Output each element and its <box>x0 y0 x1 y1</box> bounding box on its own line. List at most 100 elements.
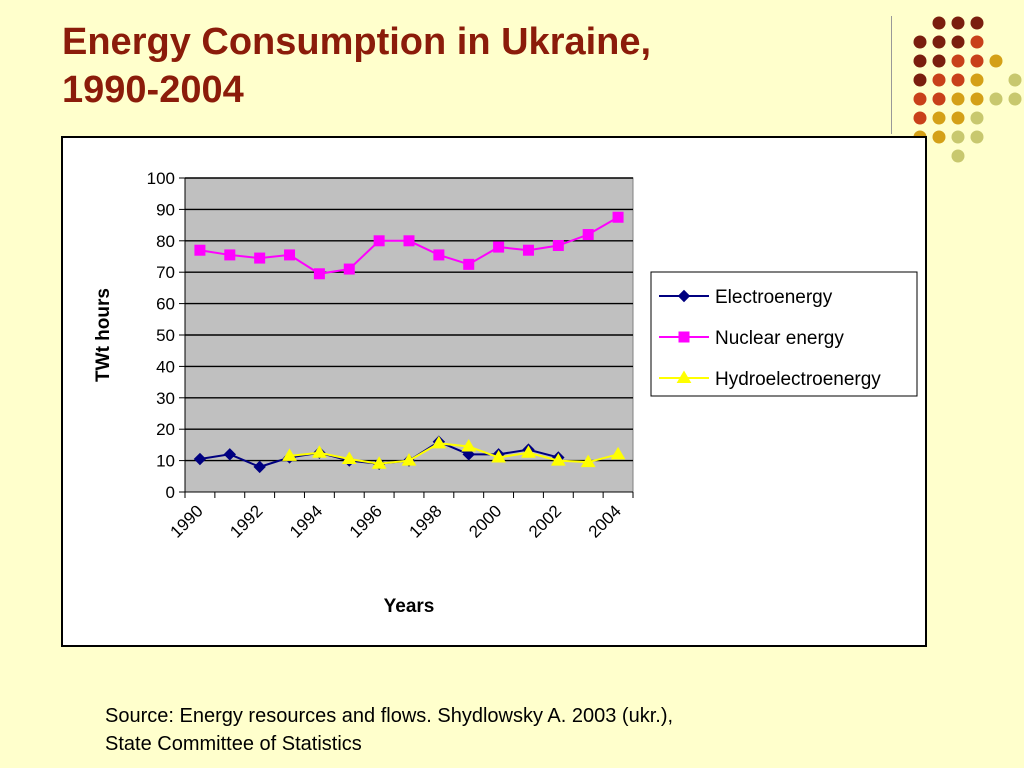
decor-dot <box>970 54 984 68</box>
data-point <box>224 249 236 261</box>
data-point <box>580 454 596 468</box>
decor-dot <box>913 54 927 68</box>
decor-dot <box>913 35 927 49</box>
x-tick-label: 1996 <box>346 501 386 541</box>
data-point <box>403 235 415 247</box>
data-point <box>193 452 207 466</box>
decor-dot <box>951 111 965 125</box>
line-chart: 0 10 20 30 40 50 60 70 80 90 100 1990 1992 1994 1996 19… <box>93 169 918 617</box>
data-point <box>610 446 626 460</box>
y-tick-label: 20 <box>156 420 175 439</box>
data-point <box>493 241 505 253</box>
chart-frame: 0 10 20 30 40 50 60 70 80 90 100 1990 1992 1994 1996 19… <box>61 136 927 647</box>
data-point <box>401 453 417 466</box>
y-axis-title: TWt hours <box>93 288 114 382</box>
data-point <box>677 289 691 303</box>
legend-box <box>650 271 918 397</box>
decor-dot <box>989 92 1003 106</box>
y-tick-label: 90 <box>156 200 175 219</box>
y-tick-label: 30 <box>156 389 175 408</box>
x-tick-label: 1990 <box>167 501 207 541</box>
axes <box>179 177 634 498</box>
data-point <box>313 268 325 280</box>
y-tick-label: 0 <box>166 483 175 502</box>
legend: Electroenergy Nuclear energy Hydroelectroe… <box>650 271 918 397</box>
data-point <box>373 235 385 247</box>
decor-dot <box>970 111 984 125</box>
decor-dot <box>932 92 946 106</box>
y-tick-label: 70 <box>156 263 175 282</box>
decor-dot <box>951 92 965 106</box>
x-tick-label: 1998 <box>406 501 446 541</box>
x-axis-title: Years <box>384 596 435 617</box>
series-line <box>289 442 619 465</box>
data-point <box>678 331 690 343</box>
x-tick-label: 2000 <box>465 501 505 541</box>
decor-dot <box>970 73 984 87</box>
data-point <box>223 448 237 461</box>
data-point <box>521 445 536 458</box>
data-point <box>343 263 355 275</box>
x-tick-label: 2002 <box>525 501 565 541</box>
y-tick-label: 60 <box>156 295 175 314</box>
decor-dot <box>932 35 946 49</box>
data-point <box>552 240 564 252</box>
decor-dot <box>970 92 984 106</box>
data-point <box>463 258 475 270</box>
source-line-2: State Committee of Statistics <box>105 733 362 755</box>
y-tick-label: 40 <box>156 357 175 376</box>
data-point <box>312 445 327 458</box>
series-layer <box>193 211 626 474</box>
data-point <box>582 229 594 241</box>
data-point <box>461 438 477 452</box>
data-point <box>550 453 566 466</box>
source-note: Source: Energy resources and flows. Shyd… <box>105 702 925 758</box>
data-point <box>371 456 387 469</box>
x-tick-label: 1992 <box>226 501 266 541</box>
data-point <box>254 252 266 264</box>
decor-dot <box>951 73 965 87</box>
x-tick-label: 2004 <box>585 501 625 541</box>
decor-dot <box>989 54 1003 68</box>
decor-dot <box>913 92 927 106</box>
decor-dot <box>970 16 984 30</box>
data-point <box>612 211 624 223</box>
decor-dot <box>951 35 965 49</box>
decor-dot <box>932 111 946 125</box>
source-line-1: Source: Energy resources and flows. Shyd… <box>105 705 674 727</box>
decor-dot <box>1008 73 1022 87</box>
decor-dot <box>970 130 984 144</box>
legend-label: Hydroelectroenergy <box>715 369 881 390</box>
data-point <box>491 449 506 463</box>
decor-dot <box>951 16 965 30</box>
y-tick-label: 100 <box>147 169 175 188</box>
decor-dot <box>932 73 946 87</box>
series-3 <box>282 435 626 469</box>
divider-line <box>891 16 892 134</box>
data-point <box>253 460 266 474</box>
data-point <box>676 370 692 383</box>
data-point <box>462 448 475 461</box>
legend-label: Nuclear energy <box>715 328 844 349</box>
legend-label: Electroenergy <box>715 287 833 308</box>
decor-dot <box>913 111 927 125</box>
slide-title: Energy Consumption in Ukraine, 1990-2004 <box>62 21 652 111</box>
decor-dot <box>970 35 984 49</box>
data-point <box>431 435 447 449</box>
decor-dot <box>951 130 965 144</box>
y-tick-label: 10 <box>156 452 175 471</box>
decor-dot <box>913 73 927 87</box>
data-point <box>194 244 206 256</box>
series-2 <box>194 211 624 280</box>
decor-dot <box>951 149 965 163</box>
data-point <box>522 244 534 256</box>
decor-dot <box>932 130 946 144</box>
decor-dot <box>1008 92 1022 106</box>
y-tick-label: 50 <box>156 326 175 345</box>
data-point <box>433 249 445 261</box>
data-point <box>282 448 297 461</box>
data-point <box>341 451 357 465</box>
decor-dot <box>932 16 946 30</box>
decor-dot <box>951 54 965 68</box>
data-point <box>284 249 296 261</box>
